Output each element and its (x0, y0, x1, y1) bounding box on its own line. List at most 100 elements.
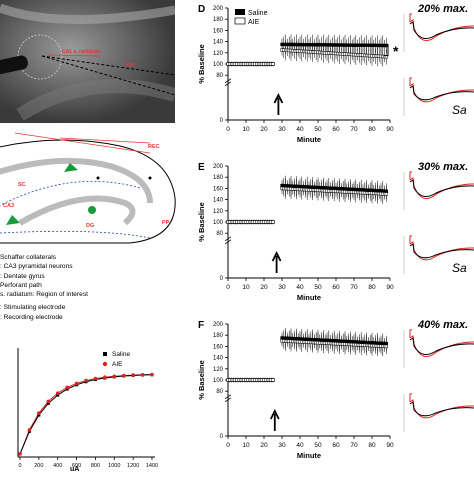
y-tick-label: 100 (213, 220, 224, 226)
legend-item-sc: Schaffer collaterals (0, 254, 56, 261)
x-tick-label: 40 (296, 126, 304, 133)
y-tick-label: 80 (216, 231, 223, 237)
y-axis-break (224, 81, 232, 87)
significance-star: * (393, 43, 399, 59)
schematic-label-pp: PP (162, 220, 170, 226)
waveform-trace-black (409, 85, 474, 101)
x-tick-label: 70 (350, 442, 358, 449)
photo-label-stim: Stim (125, 62, 136, 68)
y-tick-label: 180 (213, 175, 224, 181)
x-tick-label: 70 (350, 126, 358, 133)
legend-item-stim: : Stimulating electrode (0, 304, 66, 312)
waveform-trace-black (409, 337, 474, 356)
schematic-label-dg: DG (86, 223, 94, 229)
y-tick-label: 120 (213, 51, 224, 57)
ltp-chart-d: D 20% max. 0 80 100 120 140 160 180 200 0 10 20 30 40 5… (197, 3, 474, 144)
y-tick-label: 160 (213, 186, 224, 192)
x-tick-label: 20 (260, 442, 268, 449)
x-tick-label: 60 (332, 284, 340, 291)
io-legend-saline: Saline (112, 351, 130, 358)
ltp-chart-f: F 40% max. 0 80 100 120 140 160 180 200 0 10 20 30 40 5… (197, 319, 474, 460)
y-tick-label: 140 (213, 40, 224, 46)
schematic-legend: Schaffer collaterals : CA3 pyramidal neu… (0, 253, 180, 322)
x-tick-label: 30 (278, 284, 286, 291)
io-aie-point (140, 372, 145, 377)
ltp-chart-e: E 30% max. 0 80 100 120 140 160 180 200 0 10 20 30 40 5… (197, 161, 474, 302)
x-axis-label: Minute (297, 293, 321, 302)
waveform-trace-red (409, 399, 474, 419)
io-aie-point (103, 375, 107, 380)
y-tick-label: 80 (216, 389, 223, 395)
trace-artifact (409, 77, 412, 86)
panel-title: 20% max. (417, 3, 468, 15)
io-aie-point (93, 376, 98, 381)
schematic-drawing: REC SC CA3 DG PP (0, 132, 176, 244)
y-tick-label: 200 (213, 322, 224, 328)
x-tick-label: 10 (242, 126, 250, 133)
legend-saline-swatch (235, 9, 245, 15)
trace-artifact (409, 171, 412, 180)
panel-letter: D (198, 4, 205, 15)
panel-f: F 40% max. 0 80 100 120 140 160 180 200 0 10 20 30 40 5… (190, 316, 474, 474)
y-axis-label: % Baseline (197, 44, 206, 84)
trace-label: Sa (452, 261, 467, 275)
schematic-label-sc: SC (18, 182, 26, 188)
panel-d: D 20% max. 0 80 100 120 140 160 180 200 0 10 20 30 40 5… (190, 0, 474, 158)
y-axis-label: % Baseline (197, 360, 206, 400)
legend-saline-label: Saline (248, 10, 268, 17)
legend-item-rec: : Recording electrode (0, 313, 63, 321)
x-tick-label: 80 (368, 284, 376, 291)
io-legend-aie-marker (102, 361, 108, 367)
io-aie-point (27, 428, 32, 432)
panel-letter: F (198, 320, 204, 331)
x-tick-label: 40 (296, 284, 304, 291)
io-aie-point (150, 372, 154, 377)
y-tick-label: 0 (220, 118, 224, 124)
io-x-tick-label: 800 (91, 463, 100, 469)
io-x-tick-label: 1400 (146, 463, 158, 469)
x-tick-label: 0 (226, 284, 230, 291)
io-aie-point (46, 399, 51, 404)
legend-aie-swatch (234, 17, 246, 25)
io-saline-point (56, 393, 60, 397)
aie-point (271, 378, 275, 382)
schematic-label-ca3: CA3 (3, 203, 14, 209)
significance-bracket (384, 43, 389, 57)
x-tick-label: 10 (242, 284, 250, 291)
waveform-trace-black (409, 401, 474, 417)
stimulus-arrow-head (269, 408, 280, 420)
hippocampus-schematic: REC SC CA3 DG PP (0, 128, 185, 246)
aie-point (271, 220, 275, 224)
y-tick-label: 140 (213, 198, 224, 204)
io-x-tick-label: 200 (34, 463, 43, 469)
panel-letter: E (198, 162, 205, 173)
legend-item-pp: Perforant path (0, 281, 42, 289)
io-aie-point (121, 373, 126, 378)
slice-photo-drawing: CA1 s. radiatum Stim (0, 0, 175, 123)
io-aie-point (65, 385, 69, 390)
x-tick-label: 90 (386, 126, 394, 133)
trace-artifact (409, 329, 412, 338)
x-tick-label: 50 (314, 284, 322, 291)
y-axis-break (224, 78, 232, 84)
photo-label-region: CA1 s. radiatum (62, 49, 101, 55)
io-aie-point (131, 373, 135, 377)
x-tick-label: 80 (368, 126, 376, 133)
y-tick-label: 120 (213, 367, 224, 373)
x-tick-label: 90 (386, 442, 394, 449)
legend-item-roi: s. radiatum: Region of interest (0, 291, 88, 299)
io-aie-point (18, 452, 22, 456)
io-saline-point (37, 413, 41, 417)
io-legend-saline-marker (103, 352, 107, 356)
x-tick-label: 50 (314, 442, 322, 449)
waveform-trace-red (409, 335, 474, 358)
y-tick-label: 100 (213, 62, 224, 68)
y-tick-label: 160 (213, 28, 224, 34)
waveform-trace-red (409, 83, 474, 103)
y-axis-break (224, 239, 232, 245)
y-axis-break (224, 236, 232, 242)
aie-point (384, 192, 389, 196)
y-tick-label: 80 (216, 73, 223, 79)
trace-artifact (409, 13, 412, 22)
trace-label: Sa (452, 103, 467, 117)
